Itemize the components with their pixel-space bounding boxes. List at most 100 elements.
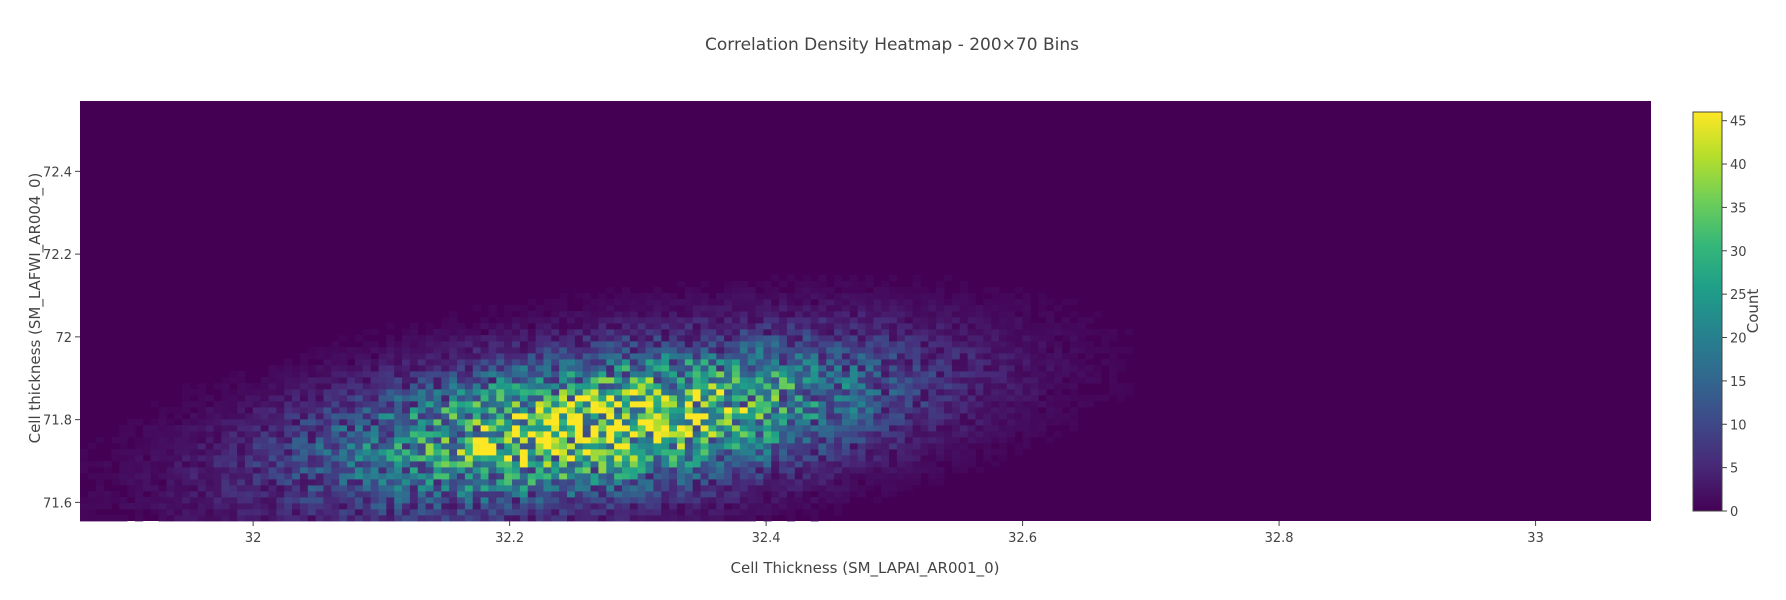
heatmap-cell[interactable]	[331, 479, 340, 486]
heatmap-cell[interactable]	[433, 515, 442, 522]
heatmap-cell[interactable]	[1077, 323, 1086, 330]
heatmap-cell[interactable]	[771, 479, 780, 486]
heatmap-cell[interactable]	[771, 341, 780, 348]
heatmap-cell[interactable]	[276, 419, 285, 426]
heatmap-cell[interactable]	[834, 455, 843, 462]
heatmap-cell[interactable]	[975, 329, 984, 336]
heatmap-cell[interactable]	[708, 341, 717, 348]
heatmap-cell[interactable]	[802, 485, 811, 492]
heatmap-cell[interactable]	[425, 347, 434, 354]
heatmap-cell[interactable]	[362, 383, 372, 390]
heatmap-cell[interactable]	[221, 407, 230, 414]
heatmap-cell[interactable]	[841, 353, 851, 360]
heatmap-cell[interactable]	[268, 479, 277, 486]
heatmap-cell[interactable]	[457, 401, 466, 408]
heatmap-cell[interactable]	[166, 431, 175, 438]
heatmap-cell[interactable]	[559, 395, 568, 402]
heatmap-cell[interactable]	[189, 461, 199, 468]
heatmap-cell[interactable]	[229, 491, 238, 498]
heatmap-cell[interactable]	[889, 365, 898, 372]
heatmap-cell[interactable]	[621, 413, 631, 420]
heatmap-cell[interactable]	[826, 335, 835, 342]
heatmap-cell[interactable]	[1061, 365, 1071, 372]
heatmap-cell[interactable]	[614, 329, 623, 336]
heatmap-cell[interactable]	[299, 485, 309, 492]
heatmap-cell[interactable]	[708, 299, 717, 306]
heatmap-cell[interactable]	[237, 485, 246, 492]
heatmap-cell[interactable]	[512, 383, 521, 390]
heatmap-cell[interactable]	[543, 431, 552, 438]
heatmap-cell[interactable]	[590, 497, 599, 504]
heatmap-cell[interactable]	[614, 299, 623, 306]
heatmap-cell[interactable]	[763, 317, 772, 324]
heatmap-cell[interactable]	[433, 383, 442, 390]
heatmap-cell[interactable]	[865, 473, 874, 480]
heatmap-cell[interactable]	[543, 371, 552, 378]
heatmap-cell[interactable]	[1077, 341, 1086, 348]
heatmap-cell[interactable]	[747, 497, 756, 504]
heatmap-cell[interactable]	[598, 431, 607, 438]
heatmap-cell[interactable]	[763, 509, 772, 516]
heatmap-cell[interactable]	[1022, 443, 1031, 450]
heatmap-cell[interactable]	[637, 353, 646, 360]
heatmap-cell[interactable]	[857, 335, 866, 342]
heatmap-cell[interactable]	[637, 371, 646, 378]
heatmap-cell[interactable]	[692, 323, 701, 330]
heatmap-cell[interactable]	[708, 419, 717, 426]
heatmap-cell[interactable]	[496, 431, 505, 438]
heatmap-cell[interactable]	[535, 389, 544, 396]
heatmap-cell[interactable]	[700, 461, 709, 468]
heatmap-cell[interactable]	[676, 383, 686, 390]
heatmap-cell[interactable]	[504, 389, 513, 396]
heatmap-cell[interactable]	[873, 341, 882, 348]
heatmap-cell[interactable]	[936, 299, 945, 306]
heatmap-cell[interactable]	[362, 365, 372, 372]
heatmap-cell[interactable]	[1061, 383, 1071, 390]
heatmap-cell[interactable]	[810, 413, 819, 420]
heatmap-cell[interactable]	[810, 347, 819, 354]
heatmap-cell[interactable]	[881, 431, 890, 438]
heatmap-cell[interactable]	[1038, 389, 1047, 396]
heatmap-cell[interactable]	[284, 449, 293, 456]
heatmap-cell[interactable]	[928, 425, 937, 432]
heatmap-cell[interactable]	[999, 335, 1008, 342]
heatmap-cell[interactable]	[268, 365, 277, 372]
heatmap-cell[interactable]	[339, 425, 348, 432]
heatmap-cell[interactable]	[629, 437, 639, 444]
heatmap-cell[interactable]	[818, 275, 827, 282]
heatmap-cell[interactable]	[881, 341, 890, 348]
heatmap-cell[interactable]	[543, 509, 552, 516]
heatmap-cell[interactable]	[166, 467, 175, 474]
heatmap-cell[interactable]	[669, 431, 678, 438]
heatmap-cell[interactable]	[794, 311, 804, 318]
heatmap-cell[interactable]	[692, 413, 701, 420]
heatmap-cell[interactable]	[912, 293, 921, 300]
heatmap-cell[interactable]	[354, 437, 364, 444]
heatmap-cell[interactable]	[362, 401, 372, 408]
heatmap-cell[interactable]	[841, 419, 851, 426]
heatmap-cell[interactable]	[378, 419, 387, 426]
heatmap-cell[interactable]	[433, 371, 442, 378]
heatmap-cell[interactable]	[967, 353, 976, 360]
heatmap-cell[interactable]	[904, 317, 914, 324]
heatmap-cell[interactable]	[339, 347, 348, 354]
heatmap-cell[interactable]	[739, 311, 749, 318]
heatmap-cell[interactable]	[810, 395, 819, 402]
heatmap-cell[interactable]	[669, 503, 678, 510]
heatmap-cell[interactable]	[999, 329, 1008, 336]
heatmap-cell[interactable]	[724, 353, 733, 360]
heatmap-cell[interactable]	[841, 305, 851, 312]
heatmap-cell[interactable]	[669, 341, 678, 348]
heatmap-cell[interactable]	[928, 311, 937, 318]
heatmap-cell[interactable]	[834, 359, 843, 366]
heatmap-cell[interactable]	[676, 449, 686, 456]
heatmap-cell[interactable]	[621, 473, 631, 480]
heatmap-cell[interactable]	[621, 317, 631, 324]
heatmap-cell[interactable]	[834, 395, 843, 402]
heatmap-cell[interactable]	[284, 455, 293, 462]
heatmap-cell[interactable]	[103, 491, 112, 498]
heatmap-cell[interactable]	[951, 395, 961, 402]
heatmap-cell[interactable]	[857, 425, 866, 432]
heatmap-cell[interactable]	[417, 347, 427, 354]
heatmap-cell[interactable]	[826, 305, 835, 312]
